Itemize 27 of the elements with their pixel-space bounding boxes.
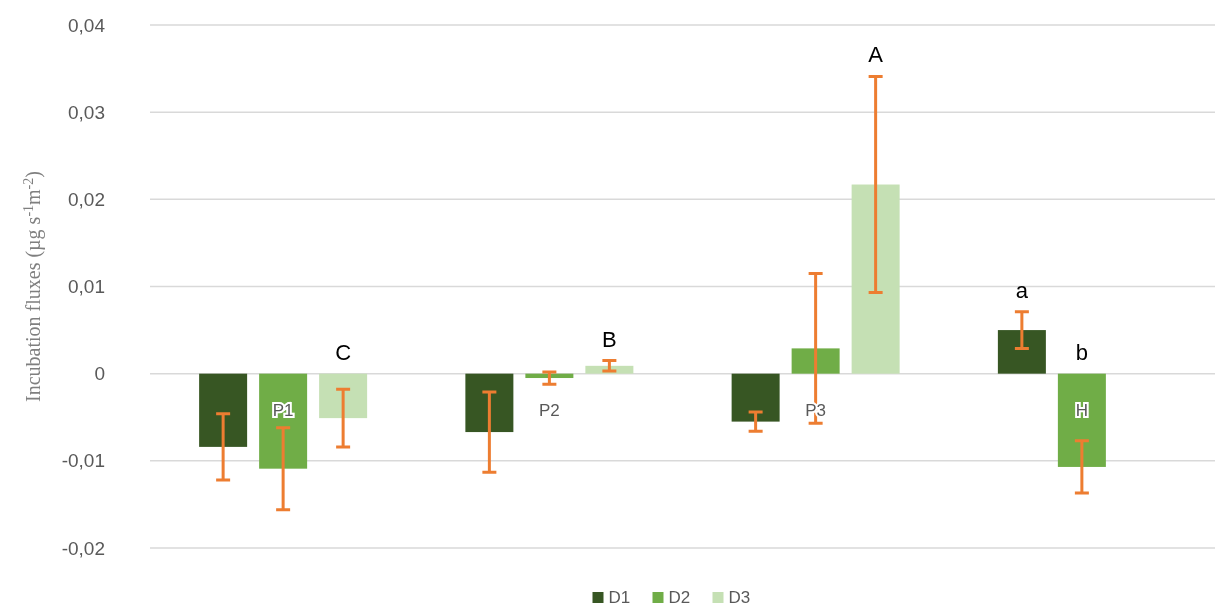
annotation: C: [335, 339, 352, 365]
bar: [997, 330, 1046, 374]
legend-label: D1: [608, 588, 631, 607]
bar: [465, 373, 514, 433]
annotation: b: [1075, 339, 1088, 365]
legend-label: D2: [668, 588, 691, 607]
y-tick-label: 0,03: [68, 101, 105, 123]
bar: [731, 373, 780, 422]
y-tick-label: 0,02: [68, 188, 105, 210]
y-tick-label: 0,04: [68, 14, 106, 36]
bar: [1057, 373, 1106, 467]
y-tick-label: -0,01: [61, 450, 105, 472]
bar: [851, 184, 900, 374]
bar: [791, 348, 840, 374]
bar: [319, 373, 368, 419]
y-tick-label: -0,02: [61, 537, 105, 559]
y-tick-label: 0: [94, 363, 105, 385]
legend-label: D3: [728, 588, 751, 607]
bar: [259, 373, 308, 469]
annotation: B: [602, 326, 617, 352]
bar: [199, 373, 248, 447]
annotation: A: [868, 42, 884, 68]
y-tick-label: 0,01: [68, 276, 105, 298]
annotation: a: [1015, 277, 1029, 303]
x-tick-label: P2: [538, 400, 560, 420]
x-tick-label: P1: [272, 400, 294, 420]
x-tick-label: H: [1075, 400, 1089, 420]
